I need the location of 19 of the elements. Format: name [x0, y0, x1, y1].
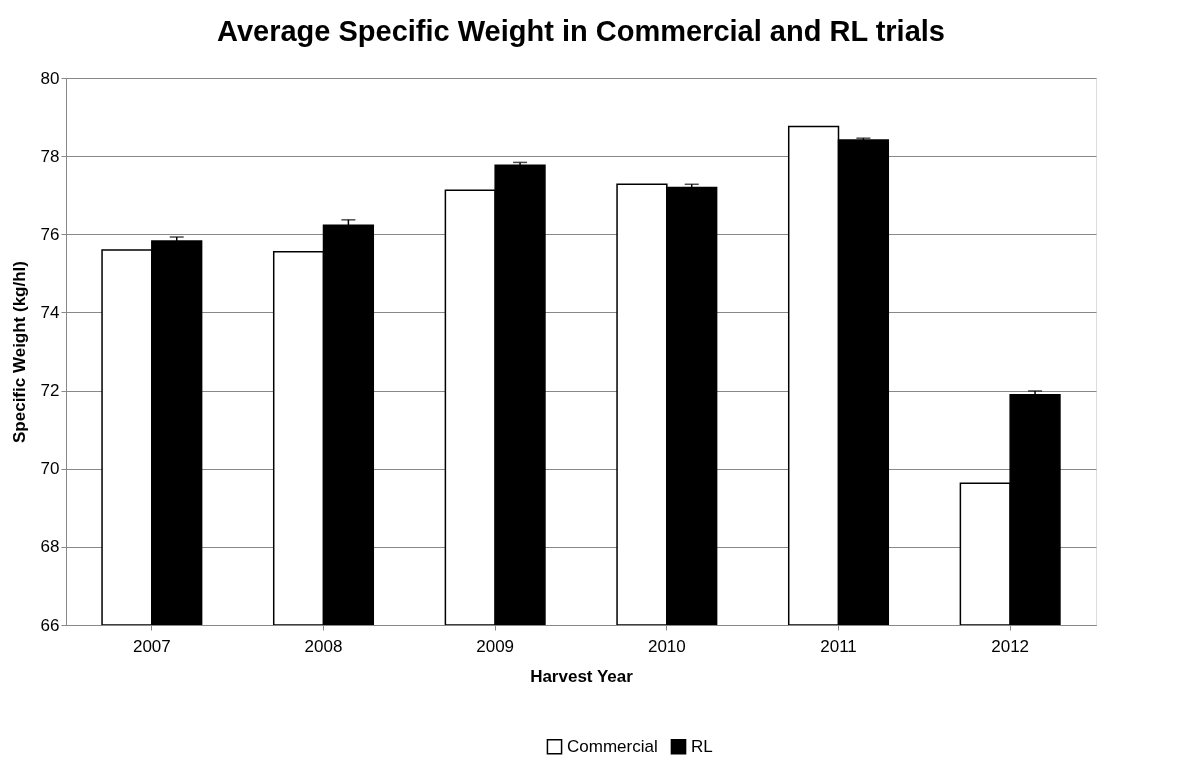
- y-tick-label: 74: [40, 302, 60, 322]
- y-tick-label: 68: [40, 537, 60, 557]
- x-tick-label: 2012: [991, 636, 1030, 656]
- x-tick-label: 2009: [476, 636, 515, 656]
- y-tick-label: 78: [40, 146, 60, 166]
- y-tick-label: 80: [40, 68, 60, 88]
- y-tick-label: 70: [40, 459, 60, 479]
- x-tick-label: 2010: [647, 636, 686, 656]
- x-tick-label: 2008: [304, 636, 343, 656]
- y-tick-label: 72: [40, 381, 60, 401]
- chart-title: Average Specific Weight in Commercial and RL trials: [217, 15, 945, 47]
- legend-label: RL: [691, 736, 713, 756]
- x-tick-label: 2007: [132, 636, 171, 656]
- legend-label: Commercial: [567, 736, 658, 756]
- y-axis-title: Specific Weight (kg/hl): [9, 261, 29, 443]
- x-axis-title: Harvest Year: [530, 666, 634, 686]
- x-tick-label: 2011: [820, 636, 857, 656]
- y-tick-label: 66: [40, 615, 60, 635]
- y-tick-label: 76: [40, 224, 60, 244]
